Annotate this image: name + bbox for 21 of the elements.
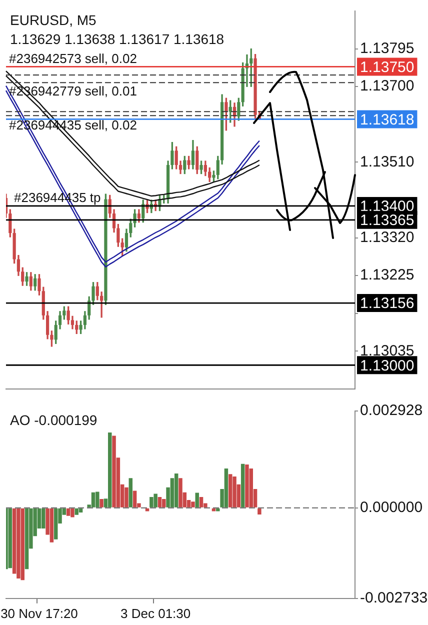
ref-line-label: 1.13365 — [360, 212, 414, 230]
y-tick-label: 0.002928 — [360, 402, 423, 420]
ref-line-label: 1.13750 — [360, 58, 414, 76]
ref-line-label: 1.13156 — [360, 295, 414, 312]
x-tick-label: 30 Nov 17:20 — [0, 606, 78, 621]
x-tick-label: 3 Dec 01:30 — [120, 606, 191, 621]
y-tick-label: 1.13795 — [360, 40, 414, 57]
y-tick-label: 1.13225 — [360, 266, 414, 284]
y-tick-label: 1.13700 — [360, 78, 414, 95]
y-tick-label: 1.13510 — [360, 153, 414, 170]
y-tick-label: 1.13320 — [360, 228, 414, 246]
chart-title: EURUSD, M5 — [10, 12, 97, 28]
text: 1.13629 1.13638 1.13617 1.13618 — [10, 31, 224, 47]
ref-line-label: #236942573 sell, 0.02 — [9, 51, 137, 66]
y-tick-label: 1.13035 — [360, 342, 414, 360]
y-tick-label: -0.002733 — [360, 590, 428, 607]
ref-line-label: 1.13400 — [360, 198, 414, 216]
y-tick-label: 0.000000 — [360, 499, 423, 516]
ref-line-label: 1.13618 — [360, 111, 414, 128]
ref-line-label: 1.13000 — [360, 357, 414, 374]
chart-title: AO -0.000199 — [10, 412, 98, 428]
